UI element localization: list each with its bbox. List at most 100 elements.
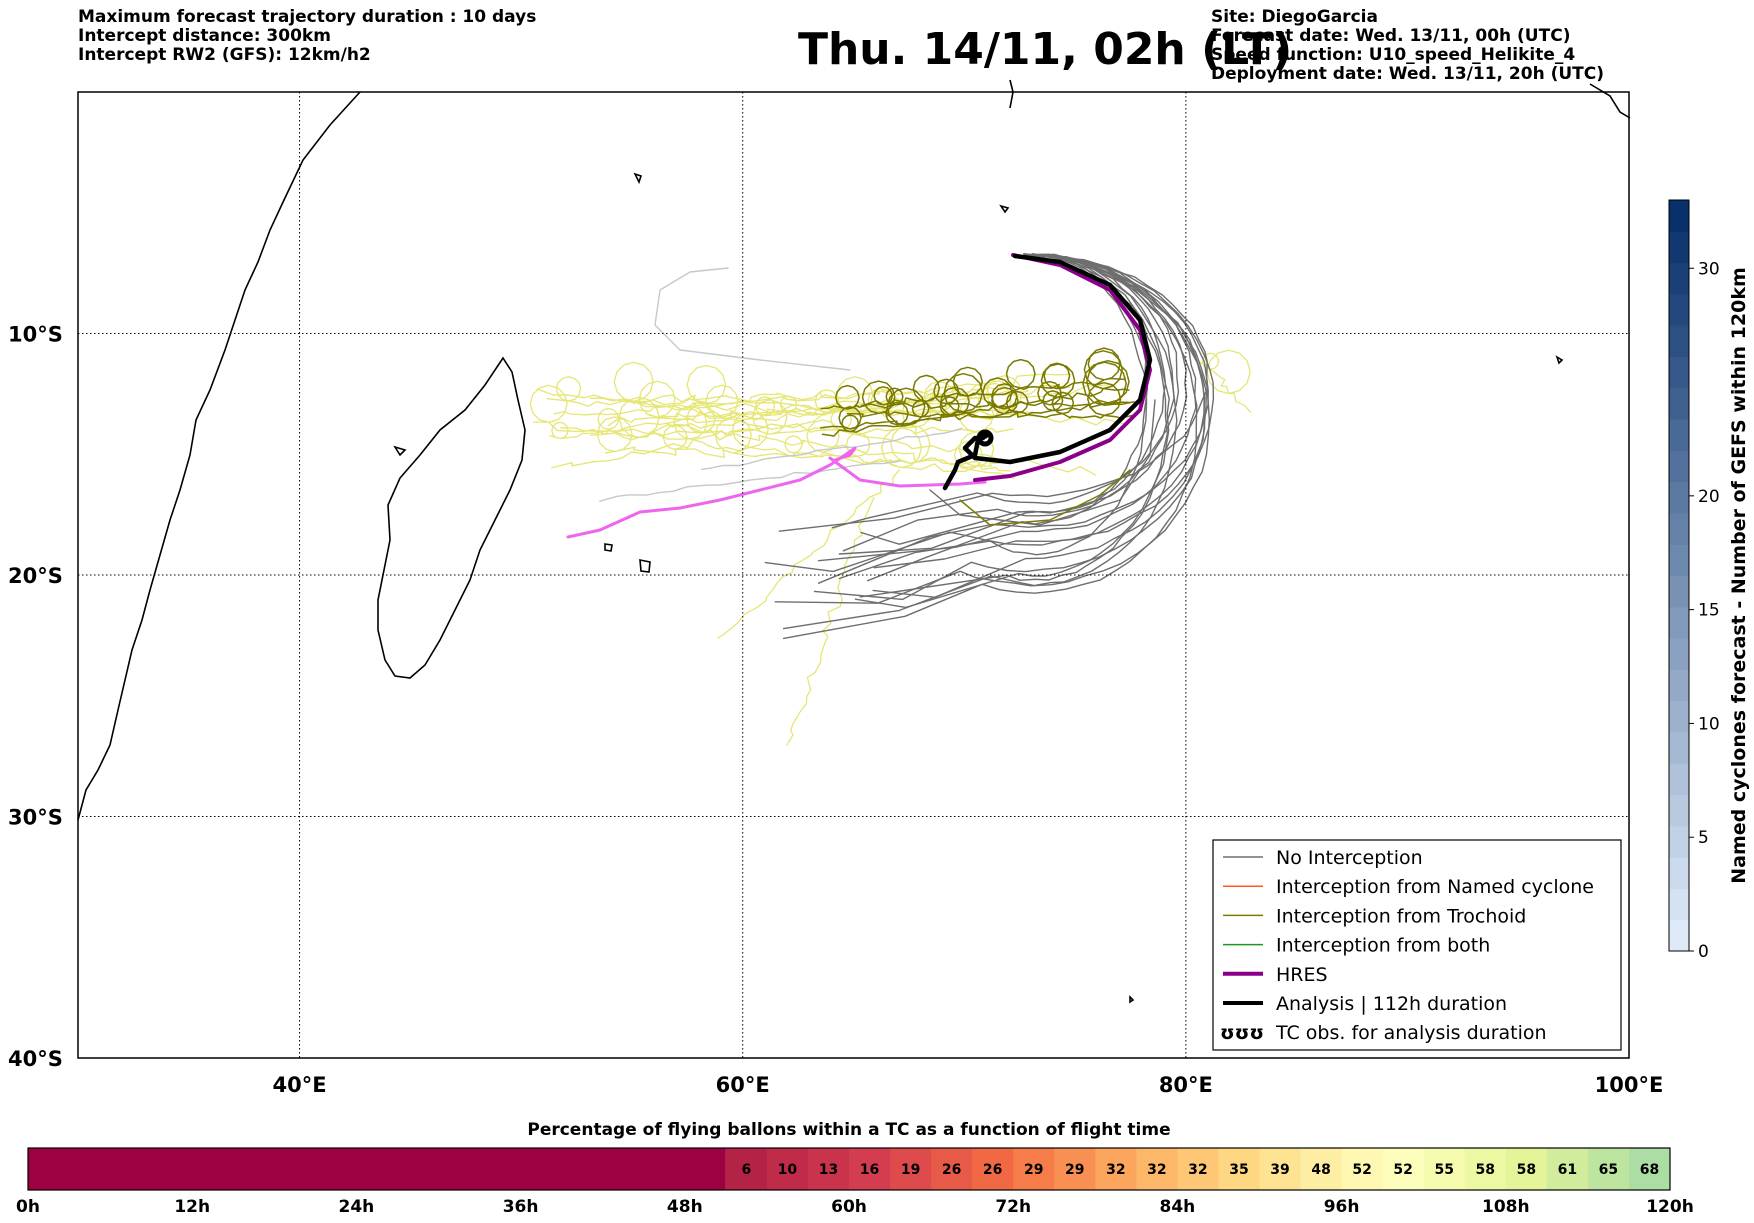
pale-ensemble-trajectory bbox=[717, 469, 901, 639]
no-interception-trajectory bbox=[831, 254, 1180, 529]
colorbar-segment bbox=[1669, 356, 1689, 389]
trochoid-interception-trajectory bbox=[820, 361, 1135, 410]
bar-value-label: 58 bbox=[1476, 1162, 1495, 1178]
madagascar-coast bbox=[377, 356, 526, 679]
bar-value-cell: 26 bbox=[931, 1148, 973, 1190]
trajectory-duration-text: Maximum forecast trajectory duration : 1… bbox=[78, 7, 537, 27]
hres-trajectory bbox=[973, 253, 1152, 482]
pale-ensemble-trajectory bbox=[1196, 349, 1252, 413]
trochoid-interception-trajectory bbox=[821, 350, 1130, 437]
bar-value-swatch bbox=[1300, 1148, 1343, 1190]
bar-value-label: 10 bbox=[778, 1162, 798, 1178]
map-legend: No Interception Interception from Named c… bbox=[1212, 839, 1622, 1051]
bar-value-label: 48 bbox=[1311, 1162, 1330, 1178]
bar-empty-segment bbox=[28, 1148, 726, 1190]
bar-hour-label: 24h bbox=[339, 1197, 375, 1217]
map-frame bbox=[77, 91, 1630, 1059]
bar-value-cell: 61 bbox=[1546, 1148, 1589, 1190]
no-interception-trajectory bbox=[782, 252, 1198, 640]
colorbar-segment bbox=[1669, 857, 1689, 889]
analysis-trajectory bbox=[962, 253, 1153, 465]
colorbar-segment bbox=[1669, 794, 1689, 827]
bar-value-label: 55 bbox=[1434, 1162, 1453, 1178]
bar-value-cell: 29 bbox=[1013, 1148, 1055, 1190]
legend-label: Interception from Named cyclone bbox=[1276, 876, 1594, 898]
legend-label: No Interception bbox=[1276, 847, 1423, 869]
bar-value-swatch bbox=[1587, 1148, 1630, 1190]
colorbar-segment bbox=[1669, 606, 1689, 639]
bar-value-label: 32 bbox=[1106, 1162, 1125, 1178]
bar-value-cell: 6 bbox=[725, 1148, 768, 1190]
bar-value-swatch bbox=[766, 1148, 809, 1190]
bar-value-label: 58 bbox=[1517, 1162, 1536, 1178]
bar-value-cell: 26 bbox=[972, 1148, 1014, 1190]
colorbar-tick-label: 20 bbox=[1698, 487, 1720, 507]
lat-tick-label: 20°S bbox=[8, 564, 63, 588]
colorbar-label: Named cyclones forecast - Number of GEFS… bbox=[1728, 267, 1750, 884]
map-gridlines bbox=[78, 92, 1629, 1058]
bar-value-cell: 32 bbox=[1136, 1148, 1178, 1190]
bar-value-label: 26 bbox=[983, 1162, 1002, 1178]
bar-value-label: 29 bbox=[1065, 1162, 1084, 1178]
tc-obs-symbol: ʊʊʊ bbox=[1220, 1022, 1264, 1044]
legend-item: HRES bbox=[1223, 964, 1328, 986]
bar-value-cell: 39 bbox=[1259, 1148, 1302, 1190]
site-parameters: Site: DiegoGarcia Forecast date: Wed. 13… bbox=[1211, 8, 1604, 84]
bar-value-cell: 13 bbox=[807, 1148, 850, 1190]
forecast-date-text: Forecast date: Wed. 13/11, 00h (UTC) bbox=[1211, 26, 1571, 46]
colorbar-segment bbox=[1669, 200, 1689, 232]
light-grey-trajectory bbox=[599, 460, 901, 502]
bar-value-cell: 58 bbox=[1505, 1148, 1548, 1190]
comoros-island bbox=[393, 445, 407, 457]
legend-label: Interception from Trochoid bbox=[1276, 905, 1526, 927]
colorbar-segment bbox=[1669, 731, 1689, 764]
bar-value-label: 13 bbox=[819, 1162, 838, 1178]
trochoid-interception-trajectory bbox=[860, 347, 1126, 407]
colorbar-segment bbox=[1669, 293, 1689, 326]
legend-label: TC obs. for analysis duration bbox=[1275, 1022, 1547, 1044]
bar-value-label: 16 bbox=[860, 1162, 879, 1178]
no-interception-trajectory bbox=[778, 253, 1209, 532]
bar-value-cell: 32 bbox=[1095, 1148, 1137, 1190]
bar-value-cell: 52 bbox=[1382, 1148, 1425, 1190]
lat-tick-label: 10°S bbox=[8, 323, 63, 347]
bar-value-label: 39 bbox=[1270, 1162, 1289, 1178]
bar-value-swatch bbox=[1218, 1148, 1260, 1190]
bar-value-cell: 16 bbox=[849, 1148, 891, 1190]
bar-hour-label: 108h bbox=[1482, 1197, 1530, 1217]
bar-value-label: 35 bbox=[1229, 1162, 1248, 1178]
legend-item: ʊʊʊ TC obs. for analysis duration bbox=[1220, 1022, 1547, 1044]
bar-hour-label: 96h bbox=[1324, 1197, 1360, 1217]
bar-value-swatch bbox=[1546, 1148, 1589, 1190]
lat-tick-label: 40°S bbox=[8, 1047, 63, 1071]
bar-value-swatch bbox=[807, 1148, 850, 1190]
bar-value-label: 61 bbox=[1558, 1162, 1577, 1178]
deployment-date-text: Deployment date: Wed. 13/11, 20h (UTC) bbox=[1211, 64, 1605, 84]
legend-label: HRES bbox=[1276, 964, 1328, 986]
pale-ensemble-trajectory bbox=[553, 383, 1008, 416]
bar-value-swatch bbox=[1341, 1148, 1384, 1190]
bar-hour-label: 0h bbox=[16, 1197, 40, 1217]
map-title: Thu. 14/11, 02h (LT) bbox=[797, 24, 1293, 75]
bar-value-cell: 29 bbox=[1054, 1148, 1096, 1190]
maldives-island bbox=[1009, 79, 1014, 109]
bar-value-swatch bbox=[1505, 1148, 1548, 1190]
bar-value-swatch bbox=[1628, 1148, 1671, 1190]
pale-ensemble-trajectory bbox=[551, 373, 1072, 469]
colorbar-segment bbox=[1669, 763, 1689, 796]
pale-ensemble-trajectory bbox=[786, 497, 875, 746]
colorbar-tick-label: 15 bbox=[1698, 601, 1720, 621]
chagos-island bbox=[999, 204, 1010, 214]
analysis-start-marker bbox=[976, 429, 994, 447]
reunion-island bbox=[604, 543, 613, 552]
bar-hour-label: 84h bbox=[1160, 1197, 1196, 1217]
bar-value-cell: 65 bbox=[1587, 1148, 1630, 1190]
trochoid-interception-trajectory bbox=[820, 359, 1132, 430]
bar-value-swatch bbox=[1382, 1148, 1425, 1190]
colorbar-tick-label: 30 bbox=[1698, 259, 1720, 279]
trajectories bbox=[529, 252, 1252, 746]
bar-value-label: 6 bbox=[742, 1162, 752, 1178]
bar-value-label: 29 bbox=[1024, 1162, 1043, 1178]
lon-tick-label: 80°E bbox=[1159, 1073, 1213, 1097]
